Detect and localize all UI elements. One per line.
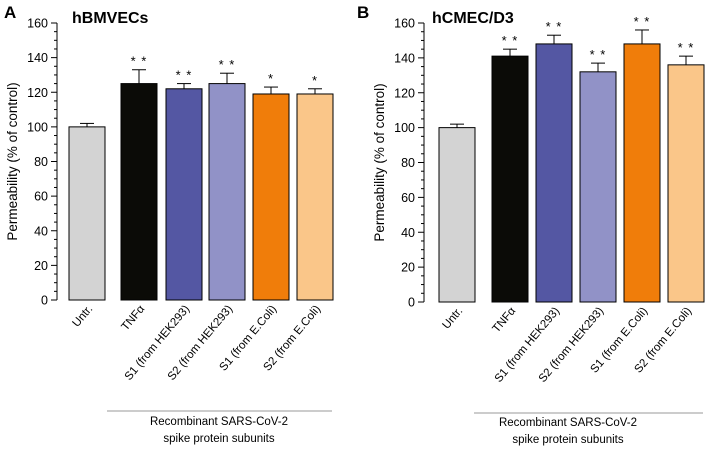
y-tick-label: 120: [394, 86, 415, 100]
panel-letter: A: [4, 3, 16, 22]
group-label: spike protein subunits: [163, 433, 274, 445]
y-tick-label: 0: [41, 294, 48, 308]
significance-marker: * *: [502, 33, 519, 48]
y-tick-label: 100: [27, 120, 48, 134]
y-tick-label: 20: [401, 261, 415, 275]
y-tick-label: 140: [27, 51, 48, 65]
panel-letter: B: [357, 3, 369, 22]
x-tick-label: TNFα: [490, 305, 518, 335]
y-tick-label: 80: [401, 156, 415, 170]
significance-marker: * *: [176, 68, 193, 83]
significance-marker: * *: [634, 14, 651, 29]
chart-title: hBMVECs: [72, 10, 149, 27]
y-tick-label: 80: [34, 155, 48, 169]
chart-title: hCMEC/D3: [432, 10, 514, 27]
bar: [252, 93, 290, 301]
bar: [623, 43, 661, 303]
y-tick-label: 60: [34, 190, 48, 204]
significance-marker: * *: [590, 47, 607, 62]
bar: [208, 83, 246, 301]
y-tick-label: 40: [34, 224, 48, 238]
significance-marker: * *: [678, 40, 695, 55]
bar: [120, 83, 158, 301]
significance-marker: * *: [219, 57, 236, 72]
y-tick-label: 100: [394, 121, 415, 135]
x-tick-label: TNFα: [119, 303, 147, 333]
significance-marker: *: [268, 71, 274, 86]
bar: [438, 127, 476, 303]
significance-marker: * *: [546, 19, 563, 34]
group-label: Recombinant SARS-CoV-2: [150, 416, 288, 428]
x-tick-label: Untr.: [70, 303, 95, 329]
bar: [667, 64, 705, 303]
significance-marker: * *: [131, 54, 148, 69]
y-tick-label: 40: [401, 226, 415, 240]
x-tick-label: Untr.: [440, 305, 465, 331]
bar: [68, 126, 106, 301]
y-axis-label: Permeability (% of control): [372, 83, 387, 241]
bar: [535, 43, 573, 303]
bar: [579, 71, 617, 303]
bar: [165, 88, 203, 301]
group-label: spike protein subunits: [512, 434, 623, 446]
y-tick-label: 20: [34, 259, 48, 273]
y-tick-label: 0: [408, 296, 415, 310]
y-axis-label: Permeability (% of control): [5, 82, 20, 240]
y-tick-label: 160: [27, 17, 48, 31]
y-tick-label: 120: [27, 86, 48, 100]
group-label: Recombinant SARS-CoV-2: [499, 417, 637, 429]
significance-marker: *: [312, 73, 318, 88]
bar: [296, 93, 334, 301]
y-tick-label: 160: [394, 17, 415, 31]
y-tick-label: 140: [394, 51, 415, 65]
y-tick-label: 60: [401, 191, 415, 205]
bar: [491, 55, 529, 303]
